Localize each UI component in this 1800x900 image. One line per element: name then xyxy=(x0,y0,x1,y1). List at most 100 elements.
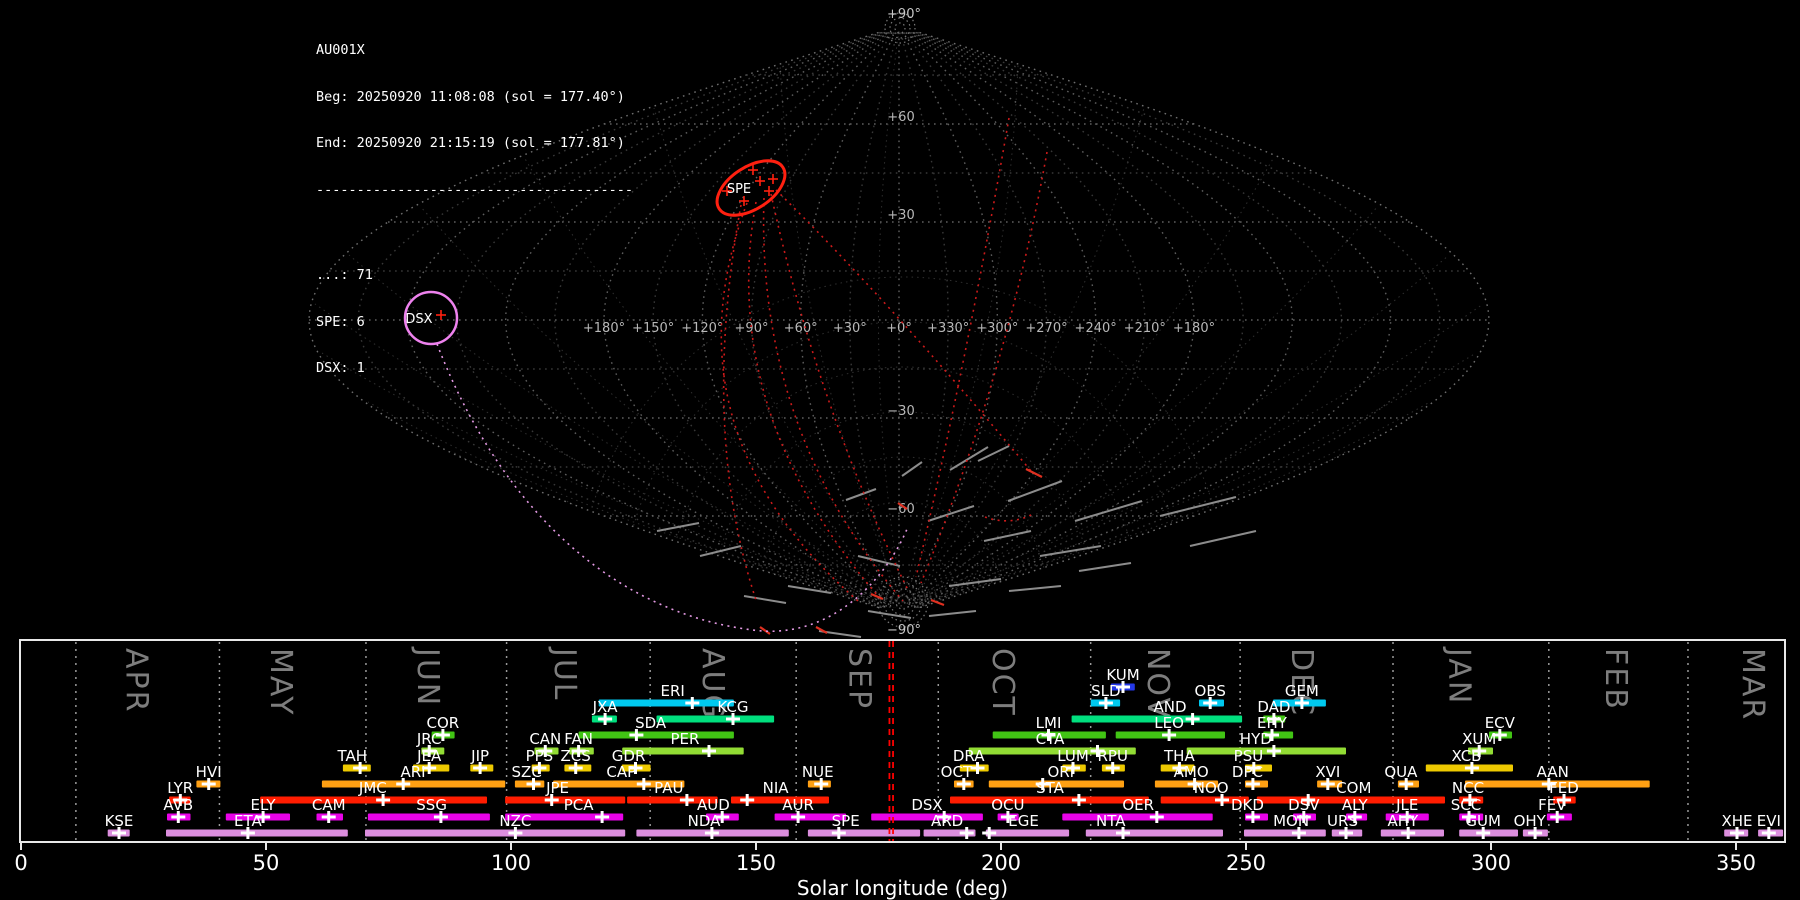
month-label-FEB: FEB xyxy=(1598,648,1633,711)
lon-label: +0° xyxy=(886,321,912,336)
shower-label-SPE: SPE xyxy=(832,812,860,830)
lon-label: +330° xyxy=(927,321,969,336)
shower-label-XCB: XCB xyxy=(1452,747,1482,765)
shower-bar-STA xyxy=(950,796,1149,804)
shower-bar-CAP xyxy=(553,780,685,788)
meteor-streak xyxy=(787,585,832,594)
shower-label-FEV: FEV xyxy=(1538,796,1567,814)
meteor-streak xyxy=(1007,480,1063,502)
month-label-NOV: NOV xyxy=(1140,648,1175,720)
shower-label-RPU: RPU xyxy=(1097,747,1127,765)
lon-label: +240° xyxy=(1075,321,1117,336)
shower-label-PAU: PAU xyxy=(654,779,683,797)
x-tick-label: 350 xyxy=(1716,851,1756,875)
shower-label-DSX: DSX xyxy=(911,796,942,814)
shower-label-LMI: LMI xyxy=(1036,714,1062,732)
meridian xyxy=(652,31,891,609)
shower-label-OCU: OCU xyxy=(991,796,1024,814)
shower-label-CAP: CAP xyxy=(606,763,636,781)
shower-label-SDA: SDA xyxy=(635,714,667,732)
month-label-JAN: JAN xyxy=(1442,646,1477,705)
x-tick-label: 250 xyxy=(1226,851,1266,875)
shower-bar-NIA xyxy=(731,796,829,804)
shower-label-JEA: JEA xyxy=(416,747,442,765)
meridian xyxy=(917,31,1441,609)
meteor-streak xyxy=(845,488,877,501)
shower-bar-ORI xyxy=(988,780,1124,788)
shower-label-DKD: DKD xyxy=(1231,796,1264,814)
begin-time: Beg: 20250920 11:08:08 (sol = 177.40°) xyxy=(316,88,625,105)
shower-label-PSU: PSU xyxy=(1234,747,1264,765)
shower-label-ARI: ARI xyxy=(400,763,425,781)
shower-label-GUM: GUM xyxy=(1465,812,1501,830)
shower-bar-AND xyxy=(1071,715,1243,723)
shower-label-NUE: NUE xyxy=(802,763,834,781)
shower-label-COR: COR xyxy=(427,714,460,732)
shower-label-ORI: ORI xyxy=(1047,763,1074,781)
meridian xyxy=(910,31,1244,609)
meridian xyxy=(901,32,998,608)
spe-drift-track xyxy=(920,151,1048,584)
shower-label-TAH: TAH xyxy=(336,747,367,765)
meteor-streak xyxy=(948,578,1002,587)
shower-bar-CTA xyxy=(968,747,1136,755)
lon-label: +210° xyxy=(1124,321,1166,336)
shower-label-AHY: AHY xyxy=(1387,812,1419,830)
shower-bar-JPE xyxy=(505,796,626,804)
meridian xyxy=(800,32,897,608)
spe-drift-track xyxy=(720,202,859,602)
x-tick-label: 100 xyxy=(491,851,531,875)
lat-label: +30 xyxy=(887,208,914,223)
shower-label-KSE: KSE xyxy=(105,812,134,830)
shower-label-SCC: SCC xyxy=(1451,796,1481,814)
shower-label-ERI: ERI xyxy=(661,682,685,700)
pole-ring xyxy=(877,576,929,628)
month-label-OCT: OCT xyxy=(985,648,1020,717)
shower-bar-MON xyxy=(1244,829,1326,837)
shower-label-DRA: DRA xyxy=(953,747,985,765)
shower-label-PER: PER xyxy=(670,730,699,748)
shower-label-ARD: ARD xyxy=(931,812,963,830)
lat-label: −60 xyxy=(887,502,914,517)
shower-label-EVI: EVI xyxy=(1757,812,1781,830)
shower-label-QUA: QUA xyxy=(1384,763,1418,781)
spacer xyxy=(316,229,633,237)
shower-label-GDR: GDR xyxy=(612,747,646,765)
shower-label-JLE: JLE xyxy=(1395,796,1418,814)
shower-label-EGE: EGE xyxy=(1008,812,1039,830)
shower-label-AMO: AMO xyxy=(1174,763,1209,781)
timeline-frame xyxy=(19,639,1786,843)
shower-label-SZC: SZC xyxy=(512,763,542,781)
shower-label-LYR: LYR xyxy=(167,779,193,797)
x-tick-label: 0 xyxy=(14,851,27,875)
meteor-streak xyxy=(983,530,1032,542)
shower-bar-ETA xyxy=(166,829,348,837)
shower-bar-ARI xyxy=(321,780,506,788)
shower-label-THA: THA xyxy=(1163,747,1195,765)
spe-drift-track xyxy=(984,513,1034,522)
shower-label-CAN: CAN xyxy=(529,730,561,748)
shower-label-XVI: XVI xyxy=(1315,763,1340,781)
lon-label: +120° xyxy=(681,321,723,336)
shower-label-JIP: JIP xyxy=(470,747,489,765)
shower-bar-NTA xyxy=(1085,829,1223,837)
meteor-streak xyxy=(1159,496,1237,517)
shower-label-OER: OER xyxy=(1122,796,1154,814)
shower-label-FAN: FAN xyxy=(564,730,593,748)
association-ellipse-SPE xyxy=(715,159,787,217)
station-id: AU001X xyxy=(316,42,365,58)
shower-label-OBS: OBS xyxy=(1195,682,1226,700)
lat-label: −30 xyxy=(887,404,914,419)
pole-ring xyxy=(884,12,916,44)
shower-bar-NZC xyxy=(365,829,626,837)
shower-label-DAD: DAD xyxy=(1257,698,1290,716)
shower-bar-OER xyxy=(1062,813,1213,821)
shower-label-STA: STA xyxy=(1036,779,1065,797)
shower-label-PCA: PCA xyxy=(564,796,595,814)
shower-label-JRC: JRC xyxy=(416,730,442,748)
meteor-streak xyxy=(927,505,975,522)
meteor-streak xyxy=(743,595,787,604)
shower-label-GEM: GEM xyxy=(1285,682,1319,700)
x-tick-label: 300 xyxy=(1471,851,1511,875)
